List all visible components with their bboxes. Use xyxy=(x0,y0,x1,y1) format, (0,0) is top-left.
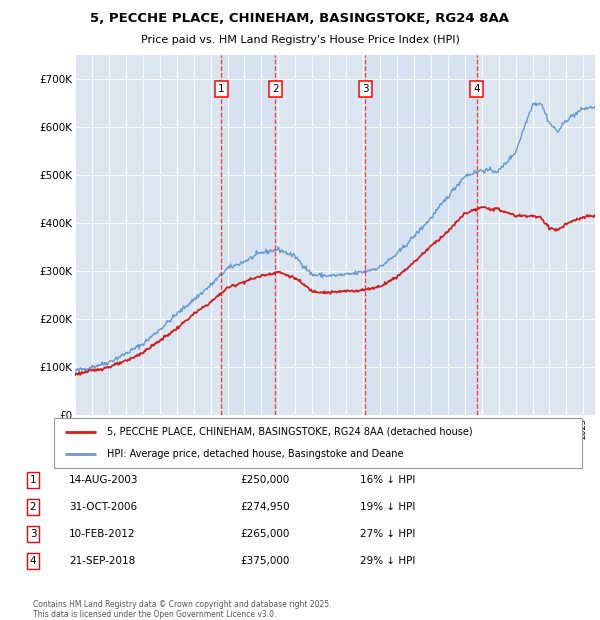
Text: 21-SEP-2018: 21-SEP-2018 xyxy=(69,556,135,566)
Text: 3: 3 xyxy=(362,84,368,94)
Text: HPI: Average price, detached house, Basingstoke and Deane: HPI: Average price, detached house, Basi… xyxy=(107,449,403,459)
Text: 2: 2 xyxy=(272,84,279,94)
Text: 31-OCT-2006: 31-OCT-2006 xyxy=(69,502,137,512)
Text: 14-AUG-2003: 14-AUG-2003 xyxy=(69,475,139,485)
Text: 10-FEB-2012: 10-FEB-2012 xyxy=(69,529,136,539)
Text: Price paid vs. HM Land Registry's House Price Index (HPI): Price paid vs. HM Land Registry's House … xyxy=(140,35,460,45)
Text: £375,000: £375,000 xyxy=(240,556,289,566)
Text: £274,950: £274,950 xyxy=(240,502,290,512)
Text: 2: 2 xyxy=(29,502,37,512)
Text: 4: 4 xyxy=(473,84,480,94)
Bar xyxy=(221,55,275,415)
Text: 1: 1 xyxy=(218,84,224,94)
Text: 4: 4 xyxy=(29,556,37,566)
Text: 19% ↓ HPI: 19% ↓ HPI xyxy=(360,502,415,512)
Text: £265,000: £265,000 xyxy=(240,529,289,539)
Text: 1: 1 xyxy=(29,475,37,485)
Text: £250,000: £250,000 xyxy=(240,475,289,485)
Text: 5, PECCHE PLACE, CHINEHAM, BASINGSTOKE, RG24 8AA: 5, PECCHE PLACE, CHINEHAM, BASINGSTOKE, … xyxy=(91,12,509,25)
Text: 3: 3 xyxy=(29,529,37,539)
Text: 27% ↓ HPI: 27% ↓ HPI xyxy=(360,529,415,539)
Text: 5, PECCHE PLACE, CHINEHAM, BASINGSTOKE, RG24 8AA (detached house): 5, PECCHE PLACE, CHINEHAM, BASINGSTOKE, … xyxy=(107,427,472,437)
Text: 16% ↓ HPI: 16% ↓ HPI xyxy=(360,475,415,485)
Text: Contains HM Land Registry data © Crown copyright and database right 2025.
This d: Contains HM Land Registry data © Crown c… xyxy=(33,600,331,619)
Text: 29% ↓ HPI: 29% ↓ HPI xyxy=(360,556,415,566)
Bar xyxy=(365,55,477,415)
FancyBboxPatch shape xyxy=(54,418,582,468)
